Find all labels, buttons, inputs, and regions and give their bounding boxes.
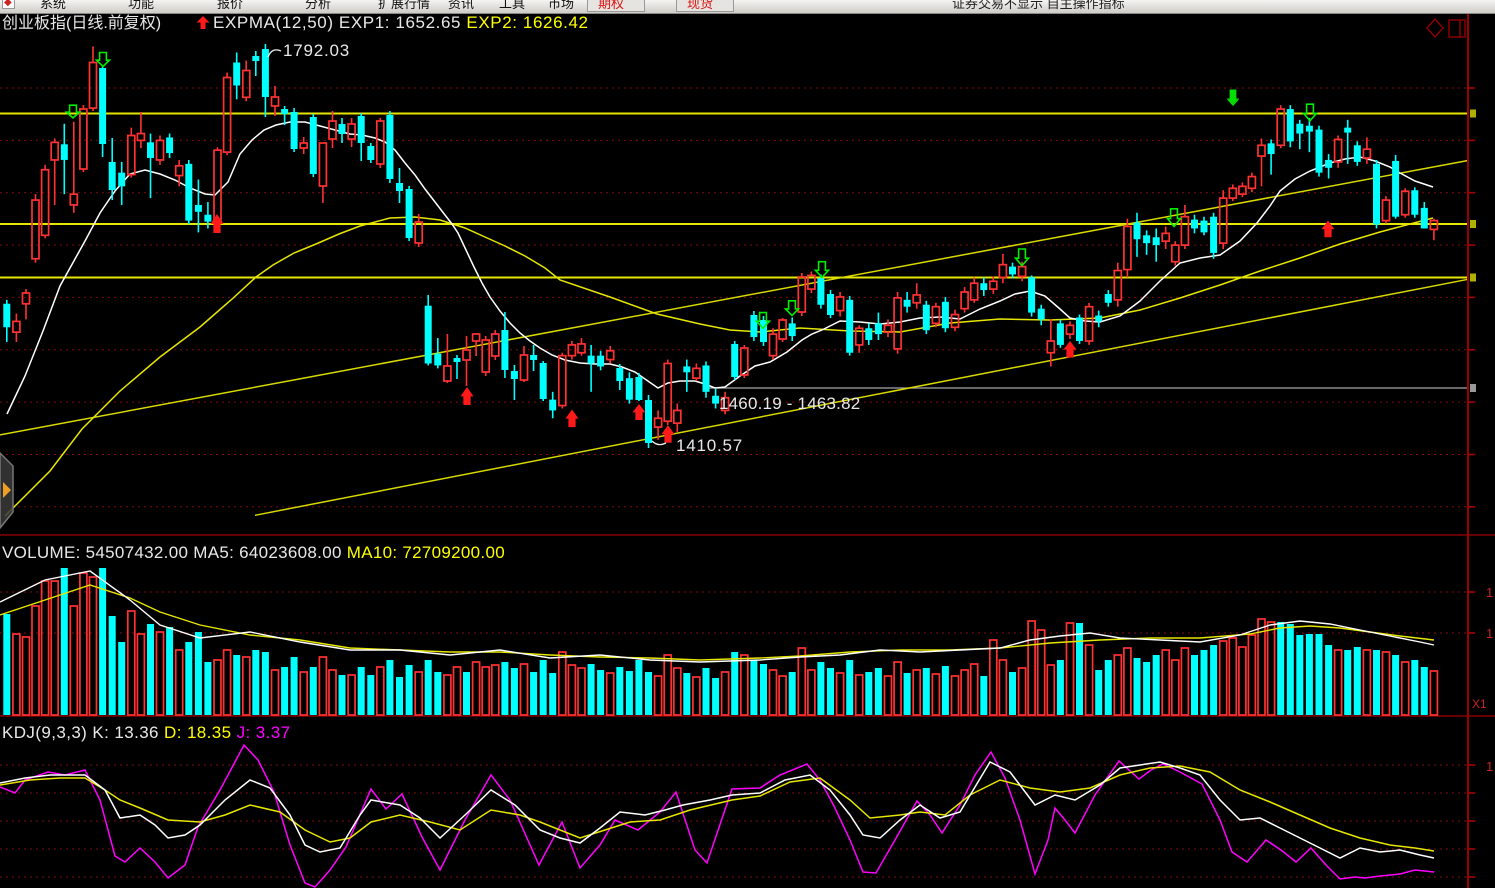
svg-text:1410.57: 1410.57: [676, 436, 743, 455]
svg-text:KDJ(9,3,3) K: 13.36 D: 18.35: KDJ(9,3,3) K: 13.36 D: 18.35 J: 3.37: [2, 723, 290, 742]
svg-text:VOLUME: 54507432.00 MA5: 6402: VOLUME: 54507432.00 MA5: 64023608.00 MA1…: [2, 543, 505, 562]
svg-text:1: 1: [1486, 759, 1493, 774]
svg-text:1792.03: 1792.03: [283, 41, 350, 60]
svg-text:1: 1: [1486, 626, 1493, 641]
svg-text:1460.19 - 1463.82: 1460.19 - 1463.82: [719, 394, 860, 413]
svg-text:X1: X1: [1472, 697, 1487, 711]
svg-text:创业板指(日线.前复权): 创业板指(日线.前复权): [2, 14, 161, 32]
svg-text:1: 1: [1486, 585, 1493, 600]
svg-text:EXPMA(12,50) EXP1: 1652.65 EXP: EXPMA(12,50) EXP1: 1652.65 EXP2: 1626.42: [213, 13, 589, 32]
